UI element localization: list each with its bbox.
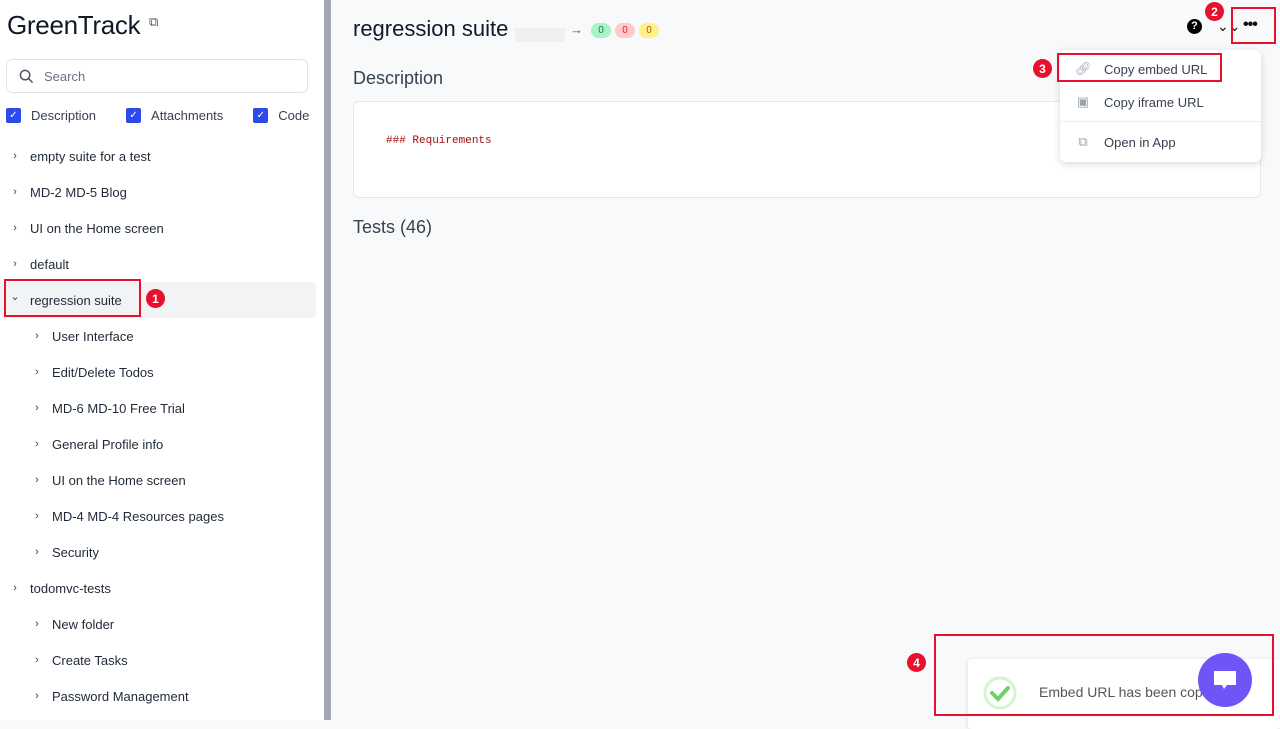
tree-item[interactable]: › UI on the Home screen (0, 210, 324, 246)
tree-item-label: MD-4 MD-4 Resources pages (52, 508, 224, 524)
chevron-right-icon[interactable]: › (35, 618, 39, 630)
checkbox-icon: ✓ (253, 108, 269, 123)
tree-item-label: default (30, 256, 70, 272)
external-link-icon[interactable]: ⧉ (149, 14, 159, 29)
page-title: regression suite (353, 16, 509, 41)
chevron-right-icon[interactable]: › (35, 330, 39, 342)
skipped-count-badge: 0 (639, 23, 659, 38)
menu-divider (1060, 121, 1261, 122)
collapse-icon[interactable]: ⌄⌄ (1217, 18, 1241, 34)
filter-label: Description (31, 108, 97, 123)
redacted-area (515, 28, 565, 42)
checkbox-icon: ✓ (6, 108, 21, 123)
tree-item-label: MD-6 MD-10 Free Trial (52, 400, 185, 416)
tree-item[interactable]: › todomvc-tests (0, 570, 324, 606)
tree-item[interactable]: › New folder (0, 606, 324, 642)
filter-code-checkbox[interactable]: ✓ Code (253, 108, 309, 123)
tree-item-label: empty suite for a test (30, 148, 151, 164)
tree-item[interactable]: › Create Tasks (0, 642, 324, 678)
chevron-right-icon[interactable]: › (35, 474, 39, 486)
menu-item-open-in-app[interactable]: ⧉ Open in App (1060, 126, 1261, 158)
annotation-badge-1: 1 (146, 289, 165, 308)
sidebar: GreenTrack ⧉ Search ✓ Description ✓ Attachm… (0, 0, 324, 720)
annotation-badge-2: 2 (1205, 2, 1224, 21)
app-logo: GreenTrack (7, 10, 141, 40)
chevron-right-icon[interactable]: › (35, 690, 39, 702)
suite-tree: › empty suite for a test › MD-2 MD-5 Blog › U… (0, 138, 324, 714)
menu-item-label: Open in App (1104, 134, 1176, 150)
tree-item[interactable]: › Security (0, 534, 324, 570)
more-options-menu: 🔗︎ Copy embed URL ▣ Copy iframe URL ⧉ Open … (1060, 50, 1261, 162)
more-options-button[interactable]: ••• (1243, 16, 1258, 33)
filter-description-checkbox[interactable]: ✓ Description (6, 108, 96, 123)
chevron-right-icon[interactable]: › (13, 582, 17, 594)
chevron-right-icon[interactable]: › (35, 510, 39, 522)
tree-item[interactable]: › MD-2 MD-5 Blog (0, 174, 324, 210)
tree-item-label: New folder (52, 616, 115, 632)
checkbox-icon: ✓ (126, 108, 142, 123)
tree-item-label: MD-2 MD-5 Blog (30, 184, 127, 200)
tree-item-label: User Interface (52, 328, 134, 344)
filter-label: Code (278, 108, 310, 123)
chevron-right-icon[interactable]: › (35, 438, 39, 450)
filter-label: Attachments (151, 108, 224, 123)
tree-item[interactable]: › General Profile info (0, 426, 324, 462)
tree-item[interactable]: ⌄ regression suite (0, 282, 316, 318)
menu-item-copy-embed-url[interactable]: 🔗︎ Copy embed URL (1060, 53, 1261, 85)
search-placeholder: Search (44, 68, 86, 84)
sidebar-resize-handle[interactable] (324, 0, 331, 720)
tree-item-label: General Profile info (52, 436, 164, 452)
chevron-down-icon[interactable]: ⌄ (10, 290, 20, 303)
chat-button[interactable] (1198, 653, 1252, 707)
failed-count-badge: 0 (615, 23, 635, 38)
chevron-right-icon[interactable]: › (13, 222, 17, 234)
menu-item-label: Copy iframe URL (1104, 94, 1204, 110)
tree-item[interactable]: › User Interface (0, 318, 324, 354)
toast-message: Embed URL has been copied (1039, 684, 1222, 700)
tree-item[interactable]: › empty suite for a test (0, 138, 324, 174)
chevron-right-icon[interactable]: › (13, 186, 17, 198)
tree-item-label: UI on the Home screen (52, 472, 186, 488)
filter-attachments-checkbox[interactable]: ✓ Attachments (126, 108, 223, 123)
search-icon (19, 69, 34, 83)
tests-heading: Tests (46) (353, 217, 433, 237)
menu-item-copy-iframe-url[interactable]: ▣ Copy iframe URL (1060, 86, 1261, 118)
passed-count-badge: 0 (591, 23, 611, 38)
arrow: → (570, 22, 583, 37)
chevron-right-icon[interactable]: › (35, 402, 39, 414)
tree-item-label: Password Management (52, 688, 189, 704)
menu-item-label: Copy embed URL (1104, 61, 1208, 77)
tree-item-label: Create Tasks (52, 652, 128, 668)
chevron-right-icon[interactable]: › (13, 258, 17, 270)
description-code: ### Requirements (386, 135, 492, 147)
chevron-right-icon[interactable]: › (35, 654, 39, 666)
tree-item[interactable]: › Edit/Delete Todos (0, 354, 324, 390)
tree-item[interactable]: › MD-6 MD-10 Free Trial (0, 390, 324, 426)
tree-item[interactable]: › default (0, 246, 324, 282)
tree-item[interactable]: › UI on the Home screen (0, 462, 324, 498)
tree-item-label: UI on the Home screen (30, 220, 164, 236)
tree-item-label: Security (52, 544, 99, 560)
check-circle-icon (983, 676, 1017, 710)
help-icon[interactable]: ? (1187, 19, 1202, 34)
chip-icon: ▣ (1076, 94, 1090, 109)
chevron-right-icon[interactable]: › (35, 366, 39, 378)
link-icon: 🔗︎ (1075, 61, 1092, 76)
tree-item[interactable]: › Password Management (0, 678, 324, 714)
tree-item-label: todomvc-tests (30, 580, 111, 596)
chat-bubble-icon (1214, 671, 1236, 689)
external-link-icon: ⧉ (1078, 134, 1088, 149)
tree-item-label: Edit/Delete Todos (52, 364, 154, 380)
annotation-badge-3: 3 (1033, 59, 1052, 78)
tree-item[interactable]: › MD-4 MD-4 Resources pages (0, 498, 324, 534)
annotation-badge-4: 4 (907, 653, 926, 672)
chevron-right-icon[interactable]: › (35, 546, 39, 558)
search-input[interactable]: Search (6, 59, 308, 93)
chevron-right-icon[interactable]: › (13, 150, 17, 162)
description-heading: Description (353, 68, 444, 88)
tree-item-label: regression suite (30, 292, 122, 308)
